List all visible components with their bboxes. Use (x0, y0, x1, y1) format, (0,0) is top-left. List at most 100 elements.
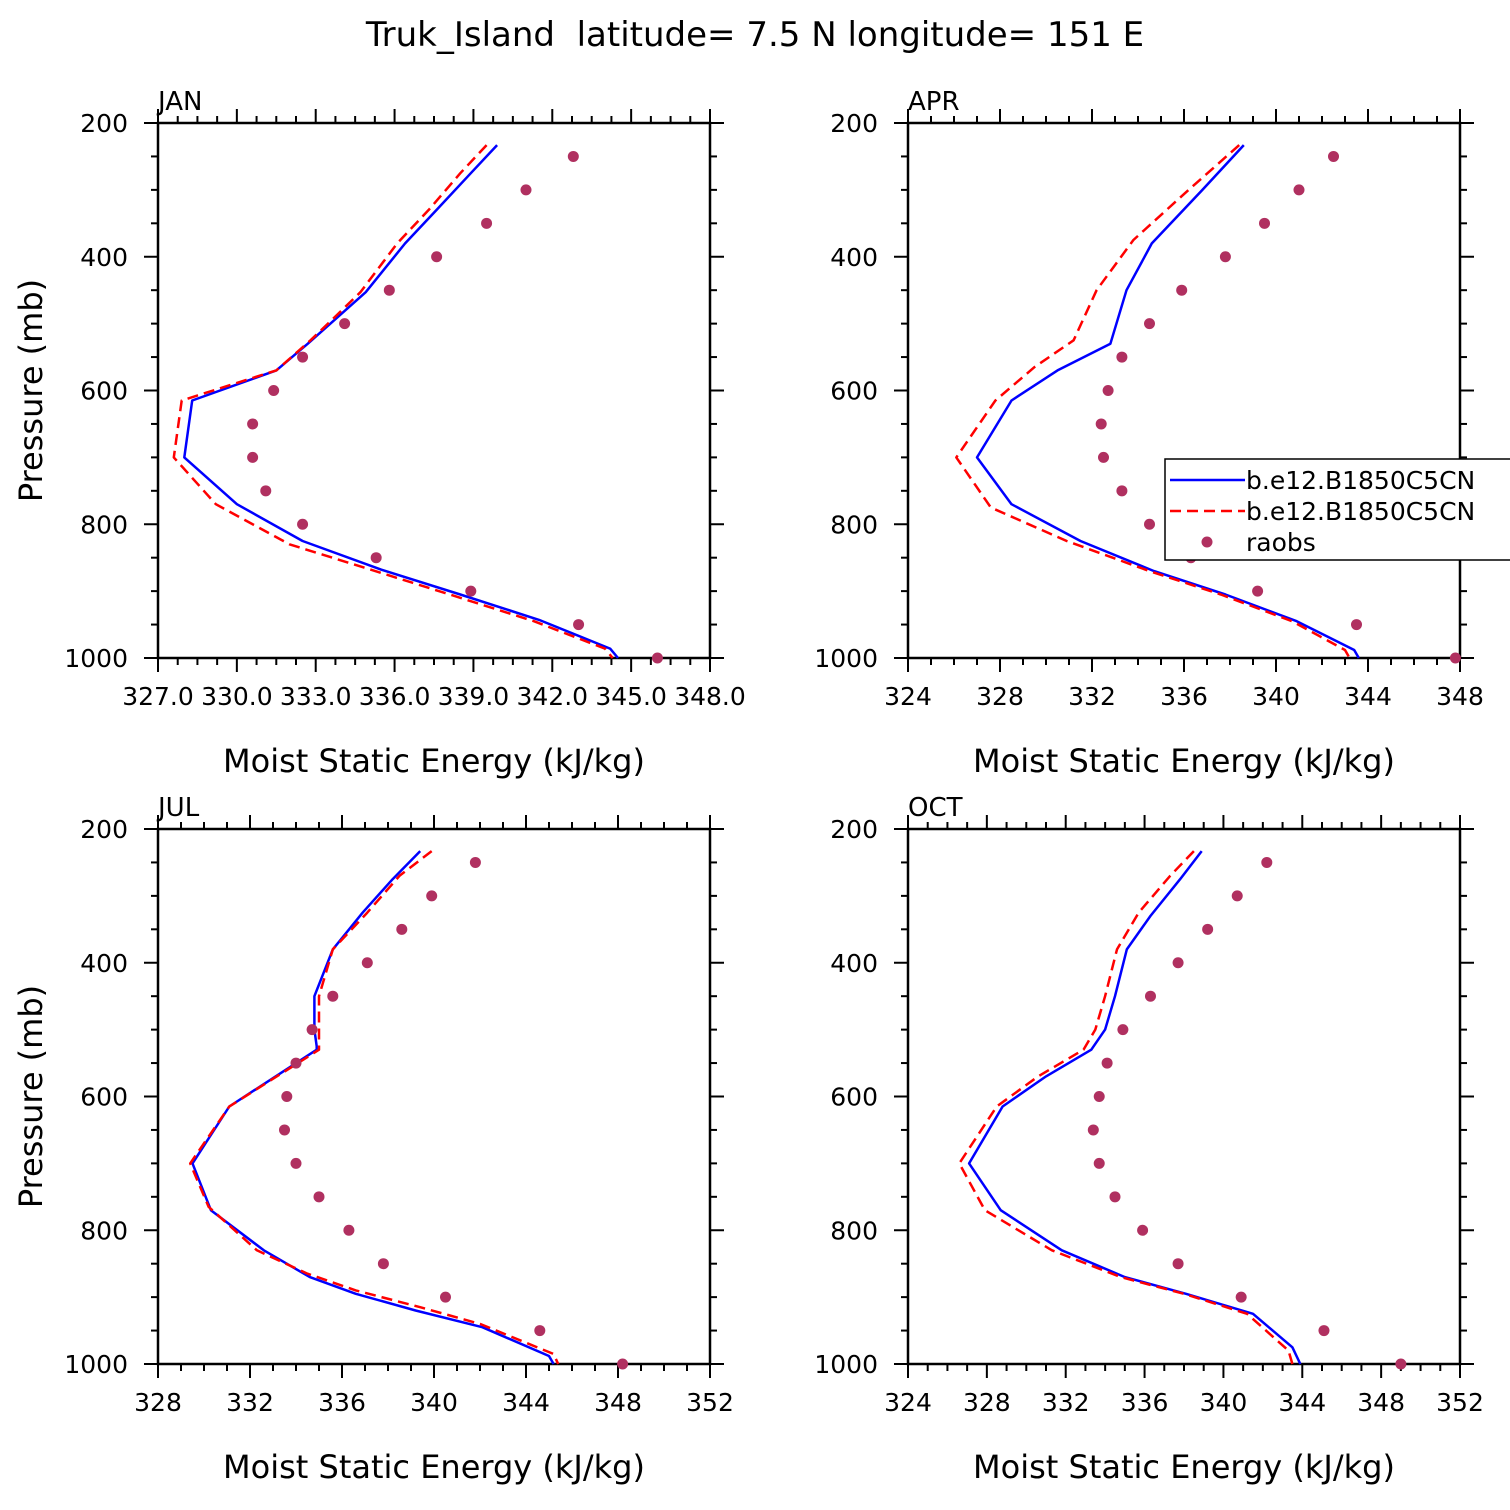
raobs-point (1116, 351, 1128, 363)
raobs-point (1172, 957, 1184, 969)
panel-label-jan: JAN (156, 87, 202, 117)
raobs-point (1219, 251, 1231, 263)
raobs-point (1351, 619, 1362, 631)
raobs-point (290, 1157, 302, 1169)
raobs-point (1318, 1325, 1330, 1337)
x-tick-label: 336 (1160, 682, 1208, 711)
raobs-point (431, 251, 443, 263)
raobs-point (1449, 652, 1461, 664)
y-tick-label: 1000 (814, 644, 878, 673)
y-tick-label: 400 (830, 243, 878, 272)
x-tick-label: 333.0 (280, 682, 352, 711)
panel-jul: JUL 328 332 336 340 344 348 352 200 400 600 800 1000… (12, 793, 734, 1486)
y-tick-label: 200 (80, 815, 128, 844)
y-tick-label: 1000 (64, 1350, 128, 1379)
y-tick-label: 1000 (814, 1350, 878, 1379)
y-tick-label: 800 (830, 510, 878, 539)
raobs-point (617, 1358, 629, 1370)
raobs-point (1101, 1057, 1113, 1069)
model-dashed-line (188, 850, 560, 1365)
y-tick-label: 800 (80, 1216, 128, 1245)
raobs-point (327, 990, 339, 1002)
x-axis-label: Moist Static Energy (kJ/kg) (973, 742, 1395, 780)
raobs-point (440, 1291, 451, 1303)
y-tick-label: 600 (830, 1083, 878, 1112)
y-tick-label: 200 (80, 109, 128, 138)
model-solid-line (967, 850, 1302, 1365)
raobs-point (290, 1057, 302, 1069)
x-tick-label: 336 (1121, 1388, 1169, 1417)
model-dashed-line (955, 144, 1351, 659)
y-axis-label: Pressure (mb) (12, 279, 50, 502)
x-tick-label: 340 (410, 1388, 458, 1417)
raobs-point (534, 1325, 546, 1337)
raobs-point (1261, 856, 1273, 868)
legend-label: raobs (1246, 528, 1316, 557)
model-solid-line (191, 850, 555, 1365)
x-tick-label: 332 (1068, 682, 1116, 711)
legend-marker (1201, 536, 1213, 548)
panel-apr: APR 324 328 332 336 340 344 348 200 400 600 800 1000… (814, 87, 1483, 780)
raobs-point (247, 451, 259, 463)
raobs-point (339, 318, 351, 330)
x-axis-label: Moist Static Energy (kJ/kg) (973, 1448, 1395, 1486)
legend-label: b.e12.B1850C5CN (1246, 497, 1475, 526)
panel-jan: JAN 327.0 330.0 333.0 336.0 339.0 342.0 345.0 34… (12, 87, 746, 780)
raobs-point (361, 957, 373, 969)
figure-title: Truk_Island latitude= 7.5 N longitude= 1… (365, 15, 1144, 55)
raobs-point (1235, 1291, 1247, 1303)
y-axis-label: Pressure (mb) (12, 985, 50, 1208)
raobs-point (567, 150, 579, 162)
legend-label: b.e12.B1850C5CN (1246, 466, 1475, 495)
x-tick-label: 344 (502, 1388, 550, 1417)
model-solid-line (183, 144, 619, 659)
y-tick-label: 600 (830, 377, 878, 406)
panel-oct: OCT 324 328 332 336 340 344 348 352 200 400 600 800 1… (814, 793, 1483, 1486)
raobs-point (1117, 1024, 1129, 1036)
x-tick-label: 345.0 (595, 682, 667, 711)
panel-label-jul: JUL (156, 793, 200, 823)
y-tick-label: 800 (830, 1216, 878, 1245)
raobs-point (1328, 150, 1339, 162)
raobs-point (1137, 1224, 1149, 1236)
x-tick-label: 348 (594, 1388, 642, 1417)
y-tick-label: 600 (80, 377, 128, 406)
raobs-point (1172, 1258, 1184, 1270)
y-tick-label: 400 (80, 949, 128, 978)
y-tick-label: 200 (830, 109, 878, 138)
x-tick-label: 336 (318, 1388, 366, 1417)
x-tick-label: 348 (1436, 682, 1484, 711)
x-axis-label: Moist Static Energy (kJ/kg) (223, 1448, 645, 1486)
raobs-point (1102, 385, 1114, 396)
raobs-point (1144, 318, 1155, 330)
raobs-point (1116, 485, 1128, 497)
raobs-point (465, 585, 477, 597)
x-tick-label: 328 (976, 682, 1024, 711)
plot-frame (156, 827, 712, 1366)
raobs-point (306, 1024, 318, 1036)
x-tick-label: 324 (884, 682, 932, 711)
x-tick-label: 328 (963, 1388, 1011, 1417)
raobs-point (1293, 184, 1305, 196)
model-dashed-line (958, 850, 1294, 1365)
raobs-point (1087, 1124, 1099, 1136)
model-dashed-line (172, 144, 614, 659)
raobs-point (370, 552, 382, 564)
raobs-point (1252, 585, 1264, 597)
x-tick-label: 327.0 (122, 682, 194, 711)
raobs-point (377, 1258, 389, 1270)
x-tick-label: 336.0 (359, 682, 431, 711)
y-tick-label: 400 (80, 243, 128, 272)
raobs-point (1093, 1091, 1105, 1102)
model-solid-line (975, 144, 1360, 659)
raobs-point (281, 1091, 293, 1102)
x-axis-label: Moist Static Energy (kJ/kg) (223, 742, 645, 780)
raobs-point (1095, 418, 1107, 430)
raobs-point (1109, 1191, 1121, 1203)
plot-frame (906, 827, 1462, 1366)
x-tick-label: 330.0 (201, 682, 273, 711)
raobs-point (481, 217, 493, 229)
raobs-point (520, 184, 532, 196)
x-tick-label: 332 (1042, 1388, 1090, 1417)
